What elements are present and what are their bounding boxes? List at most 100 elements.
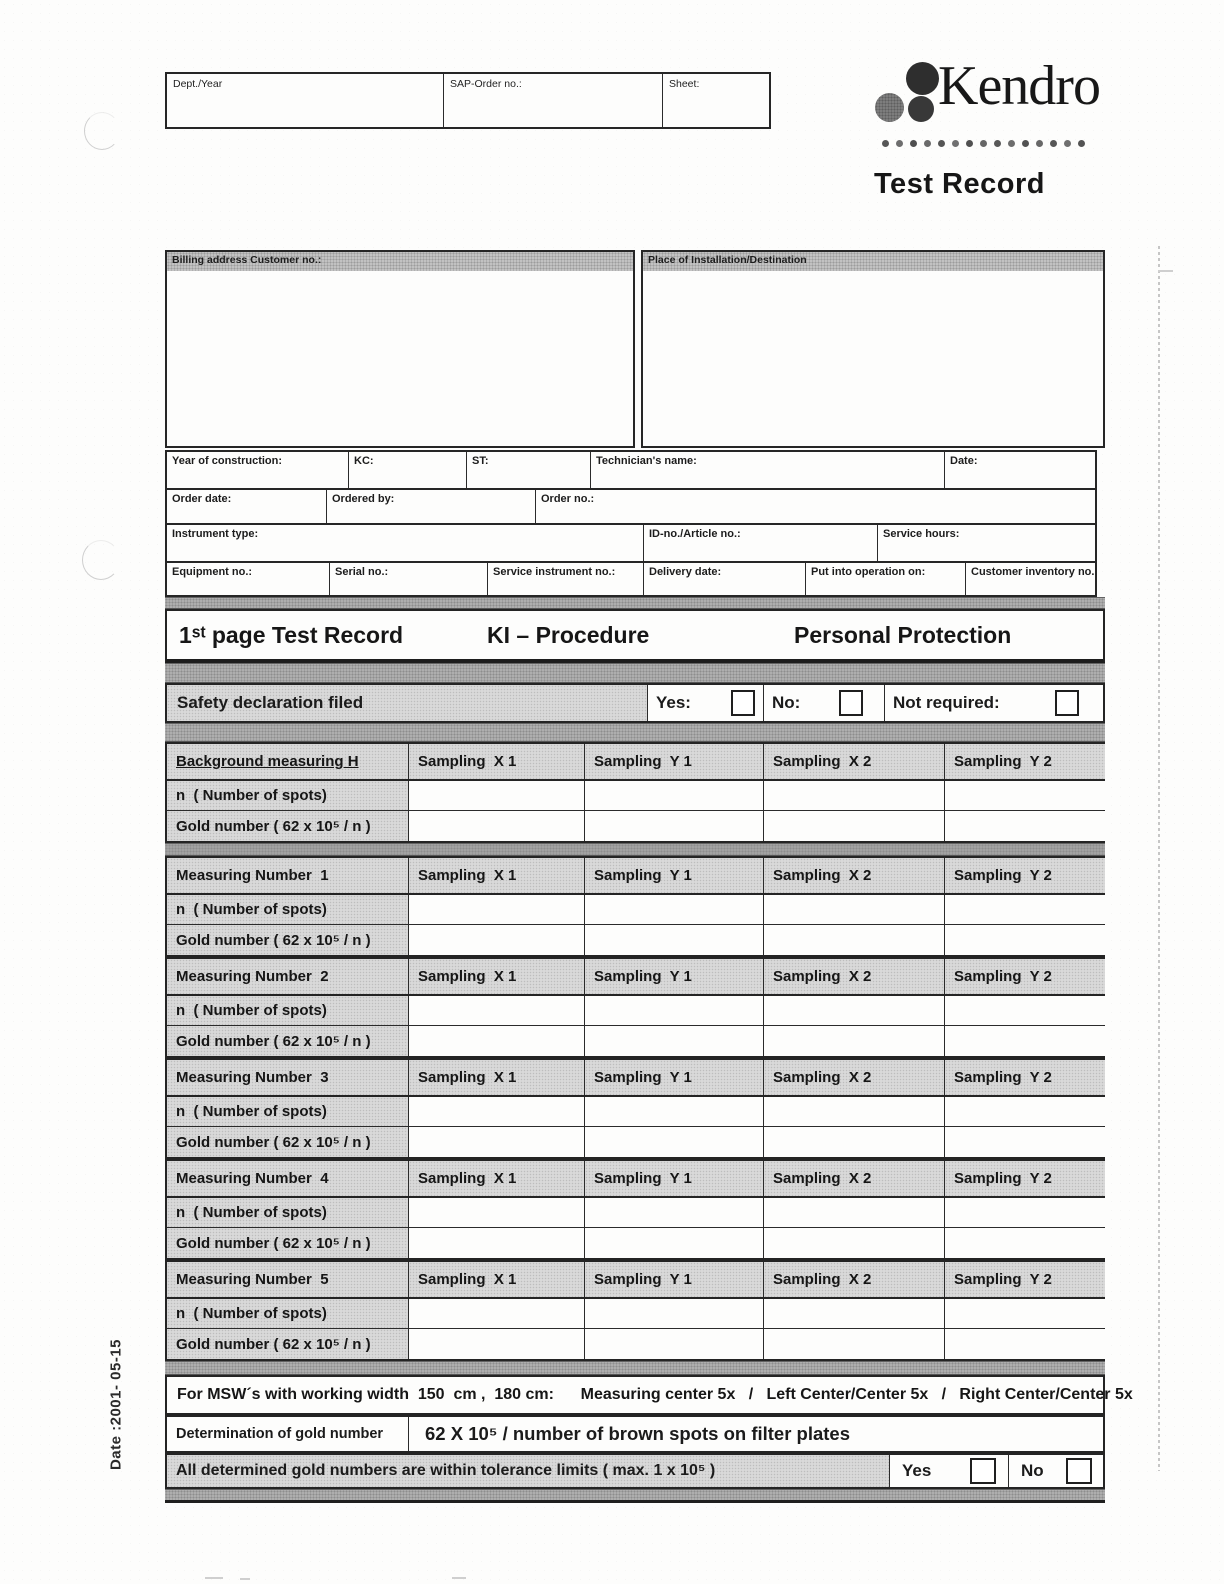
gold-value-cell[interactable] — [764, 1127, 945, 1157]
sampling-y2-header: Sampling Y 2 — [954, 968, 1052, 985]
delivery-date-field[interactable]: Delivery date: — [644, 563, 806, 595]
sampling-x1-header: Sampling X 1 — [418, 1271, 517, 1288]
date-field[interactable]: Date: — [945, 452, 1095, 488]
gold-value-cell[interactable] — [945, 1329, 1105, 1359]
gold-value-cell[interactable] — [945, 1127, 1105, 1157]
spots-value-cell[interactable] — [585, 895, 764, 924]
sampling-x1-header: Sampling X 1 — [418, 1069, 517, 1086]
scan-noise-dash — [240, 1578, 250, 1580]
table-title: Measuring Number 2 — [176, 968, 329, 985]
put-into-operation-field[interactable]: Put into operation on: — [806, 563, 966, 595]
sampling-x2-header: Sampling X 2 — [773, 1069, 872, 1086]
tolerance-row: All determined gold numbers are within t… — [165, 1453, 1105, 1489]
spots-value-cell[interactable] — [764, 781, 945, 810]
gold-value-cell[interactable] — [764, 1329, 945, 1359]
safety-not-required-checkbox[interactable] — [1055, 690, 1079, 716]
determination-row: Determination of gold number 62 X 10⁵ / … — [165, 1415, 1105, 1453]
equipment-no-label: Equipment no.: — [172, 566, 253, 578]
spots-value-cell[interactable] — [409, 781, 585, 810]
order-date-field[interactable]: Order date: — [167, 490, 327, 523]
safety-yes-checkbox[interactable] — [731, 690, 755, 716]
spots-value-cell[interactable] — [764, 1198, 945, 1227]
spots-value-cell[interactable] — [409, 1299, 585, 1328]
order-no-label: Order no.: — [541, 493, 595, 505]
spots-value-cell[interactable] — [585, 1299, 764, 1328]
gold-value-cell[interactable] — [585, 1127, 764, 1157]
gold-value-cell[interactable] — [409, 1127, 585, 1157]
gold-value-cell[interactable] — [409, 1228, 585, 1258]
gold-value-cell[interactable] — [585, 811, 764, 841]
year-of-construction-field[interactable]: Year of construction: — [167, 452, 349, 488]
spots-value-cell[interactable] — [585, 1097, 764, 1126]
ordered-by-label: Ordered by: — [332, 493, 395, 505]
gold-value-cell[interactable] — [945, 925, 1105, 955]
spots-value-cell[interactable] — [764, 1299, 945, 1328]
spots-value-cell[interactable] — [764, 1097, 945, 1126]
gold-value-cell[interactable] — [409, 1329, 585, 1359]
safety-not-required-option: Not required: — [885, 685, 1103, 721]
instrument-type-field[interactable]: Instrument type: — [167, 525, 644, 561]
tolerance-yes-checkbox[interactable] — [970, 1458, 996, 1484]
spots-value-cell[interactable] — [764, 895, 945, 924]
gold-value-cell[interactable] — [409, 811, 585, 841]
gold-value-cell[interactable] — [409, 1026, 585, 1056]
gold-value-cell[interactable] — [585, 1026, 764, 1056]
spots-value-cell[interactable] — [945, 1299, 1105, 1328]
sheet-field[interactable]: Sheet: — [663, 74, 769, 127]
safety-no-checkbox[interactable] — [839, 690, 863, 716]
spots-value-cell[interactable] — [945, 895, 1105, 924]
serial-no-field[interactable]: Serial no.: — [330, 563, 488, 595]
customer-inventory-no-field[interactable]: Customer inventory no.: — [966, 563, 1095, 595]
spots-value-cell[interactable] — [945, 781, 1105, 810]
sap-order-field[interactable]: SAP-Order no.: — [444, 74, 663, 127]
tolerance-no-checkbox[interactable] — [1066, 1458, 1092, 1484]
separator-bar — [165, 1361, 1105, 1375]
gold-value-cell[interactable] — [945, 1026, 1105, 1056]
gold-value-cell[interactable] — [945, 1228, 1105, 1258]
measuring-table-3: Measuring Number 3 Sampling X 1 Sampling… — [165, 1058, 1105, 1159]
sampling-x2-header: Sampling X 2 — [773, 968, 872, 985]
spots-value-cell[interactable] — [945, 1198, 1105, 1227]
page-title: 1ˢᵗ page Test Record — [179, 622, 404, 648]
kc-field[interactable]: KC: — [349, 452, 467, 488]
kendro-dotted-divider-icon — [882, 140, 1085, 147]
installation-box[interactable]: Place of Installation/Destination — [641, 250, 1105, 448]
spots-value-cell[interactable] — [409, 1198, 585, 1227]
gold-value-cell[interactable] — [585, 1329, 764, 1359]
gold-value-cell[interactable] — [764, 811, 945, 841]
instrument-type-label: Instrument type: — [172, 528, 259, 540]
spots-value-cell[interactable] — [764, 996, 945, 1025]
service-hours-field[interactable]: Service hours: — [878, 525, 1095, 561]
spots-value-cell[interactable] — [585, 996, 764, 1025]
determination-formula: 62 X 10⁵ / number of brown spots on filt… — [425, 1423, 851, 1444]
order-no-field[interactable]: Order no.: — [536, 490, 1095, 523]
technician-name-field[interactable]: Technician's name: — [591, 452, 945, 488]
id-article-no-field[interactable]: ID-no./Article no.: — [644, 525, 878, 561]
spots-value-cell[interactable] — [409, 1097, 585, 1126]
dept-year-field[interactable]: Dept./Year — [167, 74, 444, 127]
spots-value-cell[interactable] — [409, 996, 585, 1025]
ordered-by-field[interactable]: Ordered by: — [327, 490, 536, 523]
gold-value-cell[interactable] — [764, 925, 945, 955]
spots-value-cell[interactable] — [409, 895, 585, 924]
gold-value-cell[interactable] — [585, 1228, 764, 1258]
billing-address-box[interactable]: Billing address Customer no.: — [165, 250, 635, 448]
gold-value-cell[interactable] — [764, 1228, 945, 1258]
spots-value-cell[interactable] — [585, 781, 764, 810]
gold-value-cell[interactable] — [945, 811, 1105, 841]
separator-bar — [165, 723, 1105, 742]
spots-value-cell[interactable] — [945, 1097, 1105, 1126]
gold-value-cell[interactable] — [585, 925, 764, 955]
gold-value-cell[interactable] — [409, 925, 585, 955]
sampling-x1-header: Sampling X 1 — [418, 1170, 517, 1187]
sampling-x2-header: Sampling X 2 — [773, 1170, 872, 1187]
spots-value-cell[interactable] — [945, 996, 1105, 1025]
gold-value-cell[interactable] — [764, 1026, 945, 1056]
spots-row-label: n ( Number of spots) — [167, 1097, 409, 1126]
tolerance-yes-label: Yes — [902, 1461, 932, 1480]
equipment-no-field[interactable]: Equipment no.: — [167, 563, 330, 595]
measuring-table-5: Measuring Number 5 Sampling X 1 Sampling… — [165, 1260, 1105, 1361]
service-instrument-no-field[interactable]: Service instrument no.: — [488, 563, 644, 595]
st-field[interactable]: ST: — [467, 452, 591, 488]
spots-value-cell[interactable] — [585, 1198, 764, 1227]
